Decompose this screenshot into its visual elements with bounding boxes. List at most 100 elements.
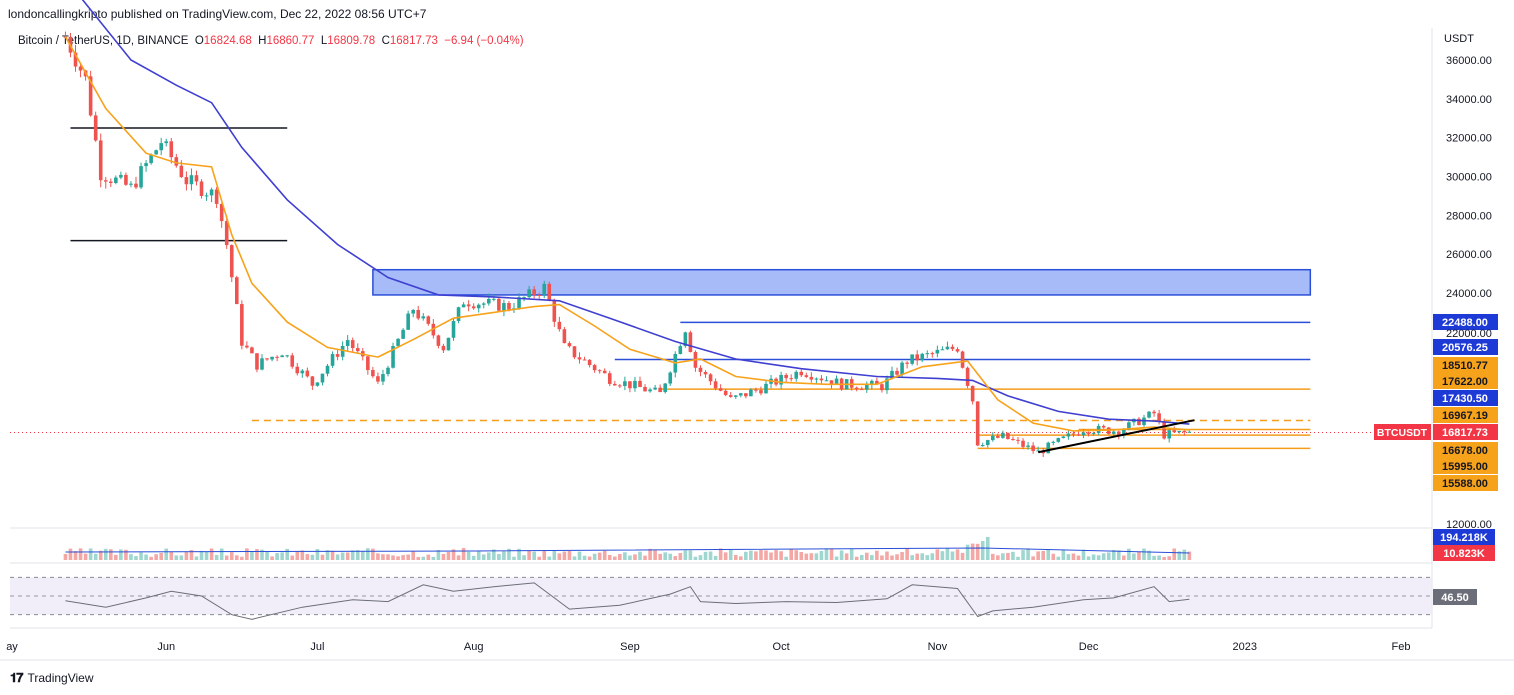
candle-body [134,183,138,188]
x-tick-label: Sep [620,641,640,653]
volume-bar [955,549,960,560]
volume-bar [1137,551,1141,560]
tradingview-logo-icon: 𝟏𝟕 [10,670,24,685]
price-badge [1433,424,1498,440]
candle-body [255,353,259,370]
volume-bar [804,553,809,560]
candle-body [547,283,552,301]
candle-body [527,289,531,298]
volume-bar [1056,556,1061,560]
volume-bar [426,554,431,560]
candle-body [935,349,940,354]
candle-body [572,346,577,358]
x-tick-label: Nov [928,641,948,653]
candle-body [320,373,325,383]
volume-bar [668,553,673,560]
volume-bar [769,552,773,560]
candle-body [1157,413,1161,422]
volume-bar [1172,548,1177,560]
volume-bar [965,544,970,560]
price-badge [1433,442,1498,458]
candle-body [628,381,632,389]
candle-body [728,395,733,397]
volume-bar [759,549,763,560]
candle-body [507,303,511,310]
candle-body [396,338,400,347]
volume-bar [910,555,914,560]
volume-bar [991,553,995,560]
candle-body [235,277,239,305]
candle-body [522,297,526,299]
volume-bar [305,554,310,560]
volume-bar [204,551,209,560]
volume-bar [1142,548,1146,560]
volume-bar [78,548,83,560]
candle-body [577,357,582,360]
volume-bar [572,556,577,560]
volume-bar [1111,549,1116,560]
candle-body [199,181,204,196]
volume-bar [945,548,950,560]
volume-bar [784,556,788,560]
candle-body [325,365,330,374]
candle-body [1031,445,1035,451]
price-badge-label: 16967.19 [1442,410,1488,422]
volume-bar [1051,553,1056,560]
candle-body [870,380,874,385]
volume-bar [597,552,602,560]
volume-bar [214,554,219,560]
volume-bar [1001,553,1005,560]
volume-bar [83,553,88,560]
candle-body [1187,431,1192,433]
candle-body [587,359,592,366]
volume-bar [209,548,214,560]
price-badge-label: 15588.00 [1442,478,1488,490]
candle-body [471,306,476,309]
candle-body [144,163,148,167]
volume-bar [507,548,511,560]
volume-bar [739,556,743,560]
price-axis-unit: USDT [1444,33,1474,45]
candle-body [537,294,541,296]
volume-badge-label: 10.823K [1443,548,1485,560]
volume-bar [799,551,804,560]
candle-body [350,340,355,349]
volume-bar [975,543,980,560]
volume-bar [542,550,547,560]
candle-body [754,389,758,391]
candle-body [849,379,854,388]
volume-bar [1006,552,1010,560]
candle-body [466,304,471,307]
candle-body [718,388,723,391]
volume-bar [1031,556,1035,560]
candle-body [1137,418,1141,426]
candle-body [814,378,819,380]
volume-bar [1152,555,1156,560]
volume-bar [219,548,224,560]
candle-body [1147,411,1151,418]
candle-body [759,390,763,394]
rsi-line [65,582,1190,620]
candle-body [406,313,410,330]
volume-bar [950,551,955,560]
rsi-badge-label: 46.50 [1441,592,1469,604]
volume-bar [1021,550,1025,560]
candle-body [733,395,738,397]
volume-bar [502,551,506,560]
volume-bar [567,551,572,560]
volume-bar [517,548,521,560]
candle-body [880,384,884,391]
volume-bar [1041,550,1045,560]
candle-body [1076,434,1081,436]
candle-body [597,370,602,372]
footer-brand[interactable]: 𝟏𝟕 TradingView [10,670,94,686]
volume-bar [774,550,778,560]
volume-bar [129,554,133,560]
x-tick-label: Oct [773,641,790,653]
volume-bar [577,551,582,560]
volume-bar [456,555,461,560]
candle-body [663,383,667,393]
volume-bar [895,554,899,560]
volume-bar [834,556,839,560]
